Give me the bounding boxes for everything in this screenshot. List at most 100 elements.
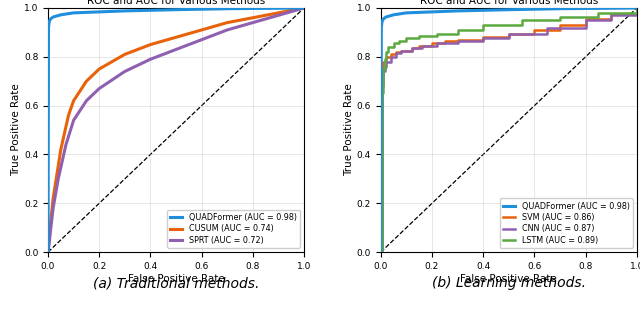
CUSUM (AUC = 0.74) (147, 43, 154, 47)
SVM (AUC = 0.86) (505, 35, 513, 39)
CNN (AUC = 0.87) (418, 46, 426, 50)
LSTM (AUC = 0.89) (454, 32, 461, 35)
QUADFormer (AUC = 0.98) (633, 6, 640, 10)
CNN (AUC = 0.87) (582, 26, 589, 29)
SVM (AUC = 0.86) (408, 46, 415, 50)
SVM (AUC = 0.86) (454, 39, 461, 43)
CUSUM (AUC = 0.74) (172, 35, 180, 39)
SPRT (AUC = 0.72) (62, 143, 70, 147)
CNN (AUC = 0.87) (454, 39, 461, 43)
Text: (b) Learning methods.: (b) Learning methods. (432, 276, 586, 290)
QUADFormer (AUC = 0.98) (49, 15, 57, 19)
SVM (AUC = 0.86) (607, 12, 615, 16)
SVM (AUC = 0.86) (607, 17, 615, 21)
QUADFormer (AUC = 0.98) (378, 19, 386, 23)
SVM (AUC = 0.86) (531, 32, 538, 35)
LSTM (AUC = 0.89) (556, 15, 564, 19)
CNN (AUC = 0.87) (387, 55, 395, 59)
CNN (AUC = 0.87) (378, 250, 386, 254)
LSTM (AUC = 0.89) (390, 45, 397, 49)
Line: CUSUM (AUC = 0.74): CUSUM (AUC = 0.74) (48, 8, 304, 252)
QUADFormer (AUC = 0.98) (223, 7, 231, 11)
QUADFormer (AUC = 0.98) (378, 26, 385, 29)
LSTM (AUC = 0.89) (380, 92, 387, 95)
LSTM (AUC = 0.89) (382, 50, 390, 54)
CNN (AUC = 0.87) (633, 6, 640, 10)
LSTM (AUC = 0.89) (595, 15, 602, 19)
SPRT (AUC = 0.72) (70, 118, 77, 122)
SPRT (AUC = 0.72) (249, 21, 257, 25)
QUADFormer (AUC = 0.98) (45, 26, 52, 29)
CNN (AUC = 0.87) (582, 18, 589, 22)
CNN (AUC = 0.87) (382, 60, 390, 63)
Line: CNN (AUC = 0.87): CNN (AUC = 0.87) (381, 8, 637, 252)
QUADFormer (AUC = 0.98) (57, 13, 65, 17)
QUADFormer (AUC = 0.98) (44, 250, 52, 254)
CNN (AUC = 0.87) (392, 55, 400, 59)
Legend: QUADFormer (AUC = 0.98), SVM (AUC = 0.86), CNN (AUC = 0.87), LSTM (AUC = 0.89): QUADFormer (AUC = 0.98), SVM (AUC = 0.86… (500, 198, 633, 248)
CNN (AUC = 0.87) (418, 44, 426, 48)
CUSUM (AUC = 0.74) (275, 11, 282, 15)
SVM (AUC = 0.86) (380, 74, 387, 78)
Text: (a) Traditional methods.: (a) Traditional methods. (93, 276, 259, 290)
CNN (AUC = 0.87) (381, 65, 388, 69)
SPRT (AUC = 0.72) (54, 177, 62, 181)
SVM (AUC = 0.86) (441, 39, 449, 43)
QUADFormer (AUC = 0.98) (454, 9, 461, 13)
SVM (AUC = 0.86) (378, 250, 386, 254)
CUSUM (AUC = 0.74) (47, 221, 54, 225)
SPRT (AUC = 0.72) (275, 13, 282, 17)
CUSUM (AUC = 0.74) (198, 28, 205, 32)
CNN (AUC = 0.87) (505, 32, 513, 35)
Line: SPRT (AUC = 0.72): SPRT (AUC = 0.72) (48, 8, 304, 252)
QUADFormer (AUC = 0.98) (70, 11, 77, 15)
SPRT (AUC = 0.72) (83, 99, 90, 103)
CNN (AUC = 0.87) (382, 65, 390, 69)
LSTM (AUC = 0.89) (377, 250, 385, 254)
SVM (AUC = 0.86) (380, 60, 387, 63)
SVM (AUC = 0.86) (479, 35, 487, 39)
QUADFormer (AUC = 0.98) (390, 13, 397, 17)
SVM (AUC = 0.86) (378, 74, 386, 78)
CNN (AUC = 0.87) (381, 70, 388, 73)
CNN (AUC = 0.87) (543, 32, 551, 35)
Title: ROC and AUC for Various Methods: ROC and AUC for Various Methods (87, 0, 265, 6)
LSTM (AUC = 0.89) (395, 41, 403, 45)
QUADFormer (AUC = 0.98) (380, 17, 387, 21)
Line: QUADFormer (AUC = 0.98): QUADFormer (AUC = 0.98) (381, 8, 637, 252)
SVM (AUC = 0.86) (415, 46, 423, 50)
SPRT (AUC = 0.72) (300, 6, 308, 10)
LSTM (AUC = 0.89) (433, 34, 441, 38)
CNN (AUC = 0.87) (397, 49, 405, 53)
CNN (AUC = 0.87) (607, 13, 615, 17)
CNN (AUC = 0.87) (378, 84, 386, 88)
CUSUM (AUC = 0.74) (249, 16, 257, 20)
Legend: QUADFormer (AUC = 0.98), CUSUM (AUC = 0.74), SPRT (AUC = 0.72): QUADFormer (AUC = 0.98), CUSUM (AUC = 0.… (167, 210, 300, 248)
LSTM (AUC = 0.89) (479, 28, 487, 32)
SVM (AUC = 0.86) (387, 55, 395, 59)
LSTM (AUC = 0.89) (378, 250, 386, 254)
QUADFormer (AUC = 0.98) (382, 15, 390, 19)
QUADFormer (AUC = 0.98) (45, 19, 53, 23)
CUSUM (AUC = 0.74) (44, 250, 52, 254)
CNN (AUC = 0.87) (505, 37, 513, 41)
Line: LSTM (AUC = 0.89): LSTM (AUC = 0.89) (381, 8, 637, 252)
SVM (AUC = 0.86) (479, 38, 487, 41)
LSTM (AUC = 0.89) (390, 41, 397, 45)
SPRT (AUC = 0.72) (95, 87, 103, 91)
SVM (AUC = 0.86) (415, 44, 423, 48)
Line: SVM (AUC = 0.86): SVM (AUC = 0.86) (381, 8, 637, 252)
SPRT (AUC = 0.72) (49, 206, 57, 210)
CUSUM (AUC = 0.74) (70, 99, 77, 103)
LSTM (AUC = 0.89) (380, 67, 387, 71)
LSTM (AUC = 0.89) (479, 23, 487, 27)
SVM (AUC = 0.86) (556, 28, 564, 32)
CUSUM (AUC = 0.74) (83, 79, 90, 83)
SPRT (AUC = 0.72) (121, 70, 129, 73)
Y-axis label: True Positive Rate: True Positive Rate (11, 84, 21, 176)
LSTM (AUC = 0.89) (381, 67, 388, 71)
CUSUM (AUC = 0.74) (45, 235, 53, 239)
LSTM (AUC = 0.89) (633, 11, 640, 15)
SVM (AUC = 0.86) (633, 12, 640, 16)
CUSUM (AUC = 0.74) (57, 148, 65, 152)
